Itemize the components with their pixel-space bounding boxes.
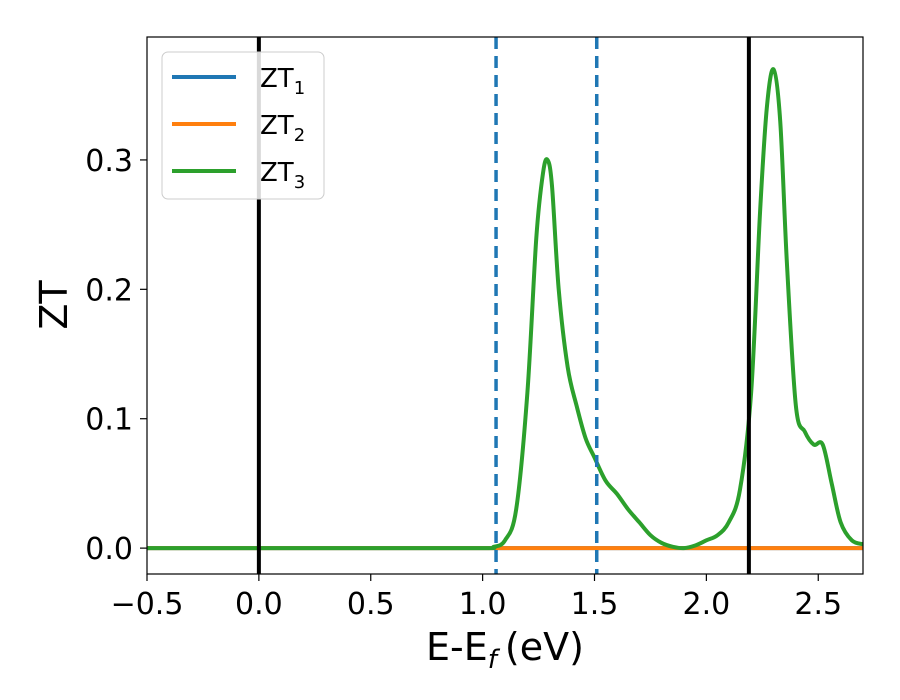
x-tick-label: 2.5	[794, 587, 842, 622]
x-axis-title: E-Ef (eV)	[426, 625, 584, 675]
y-tick-label: 0.0	[85, 532, 133, 567]
x-axis-ticks: −0.5 0.0 0.5 1.0 1.5 2.0 2.5	[111, 574, 842, 622]
x-tick-label: 1.5	[571, 587, 619, 622]
x-tick-label: 0.0	[235, 587, 283, 622]
x-axis-title-main: E-E	[426, 625, 488, 669]
plot-frame	[146, 36, 864, 575]
legend: ZT1 ZT2 ZT3	[161, 51, 325, 200]
y-tick-label: 0.1	[85, 403, 133, 438]
y-tick-label: 0.2	[85, 273, 133, 308]
y-tick-label: 0.3	[85, 144, 133, 179]
series-layer	[147, 67, 863, 551]
legend-label-zt2: ZT2	[260, 111, 305, 146]
series-line-zt3	[147, 67, 863, 551]
x-axis-title-sub: f	[488, 645, 501, 675]
vline-layer	[256, 37, 751, 574]
y-axis-ticks: 0.0 0.1 0.2 0.3	[85, 144, 147, 567]
legend-box	[161, 51, 325, 200]
y-axis-title: ZT	[32, 280, 76, 330]
x-axis-title-unit: (eV)	[505, 625, 584, 669]
x-tick-label: 1.0	[459, 587, 507, 622]
x-tick-label: 2.0	[683, 587, 731, 622]
x-tick-label: 0.5	[347, 587, 395, 622]
x-tick-label: −0.5	[111, 587, 184, 622]
legend-label-zt3: ZT3	[260, 158, 305, 193]
legend-label-zt1: ZT1	[260, 64, 305, 99]
